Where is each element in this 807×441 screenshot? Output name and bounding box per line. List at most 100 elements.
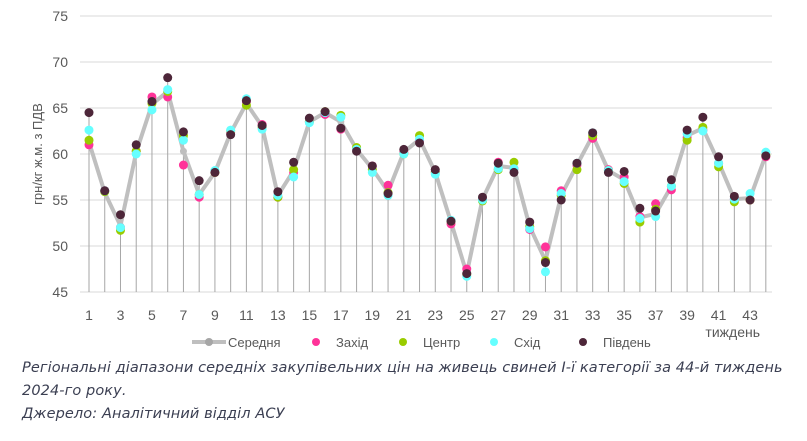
data-point	[619, 177, 629, 187]
legend-item-1: Захід	[312, 335, 368, 350]
caption-source: Джерело: Аналітичний відділ АСУ	[22, 406, 285, 422]
data-point	[147, 105, 157, 115]
data-point	[603, 167, 613, 177]
data-point	[525, 224, 535, 234]
data-point	[178, 135, 188, 145]
data-point	[525, 217, 535, 227]
caption-line-1: Регіональні діапазони середніх закупівел…	[22, 360, 783, 376]
data-point	[509, 167, 519, 177]
x-tick-label: 43	[742, 307, 758, 323]
data-point	[714, 158, 724, 168]
data-point	[666, 175, 676, 185]
data-point	[556, 195, 566, 205]
data-point	[446, 216, 456, 226]
data-point	[115, 210, 125, 220]
data-point	[651, 206, 661, 216]
data-point	[147, 97, 157, 107]
data-point	[745, 189, 755, 199]
x-tick-label: 27	[490, 307, 506, 323]
x-tick-label: 39	[679, 307, 695, 323]
x-tick-label: 21	[396, 307, 412, 323]
data-point	[399, 144, 409, 154]
data-point	[714, 152, 724, 162]
gridlines	[80, 15, 772, 293]
legend-marker-icon	[490, 338, 498, 346]
data-point	[352, 146, 362, 156]
data-point	[84, 108, 94, 118]
data-point	[588, 128, 598, 138]
legend-item-4: Південь	[579, 335, 651, 350]
data-point	[115, 223, 125, 233]
data-point	[415, 138, 425, 148]
x-tick-label: 19	[365, 307, 381, 323]
x-tick-label: 25	[459, 307, 475, 323]
data-point	[540, 267, 550, 277]
data-point	[289, 172, 299, 182]
data-point	[493, 158, 503, 168]
data-point	[540, 242, 550, 252]
y-tick-label: 70	[52, 54, 68, 70]
caption-line-2: 2024-го року.	[22, 383, 127, 399]
average-point	[179, 147, 187, 155]
legend-item-0: Середня	[192, 335, 281, 350]
data-point	[336, 112, 346, 122]
legend-label: Середня	[228, 335, 281, 350]
data-point	[367, 167, 377, 177]
x-tick-label: 17	[333, 307, 349, 323]
data-point	[241, 96, 251, 106]
x-tick-label: 31	[553, 307, 569, 323]
x-tick-label: 23	[427, 307, 443, 323]
series	[84, 73, 771, 281]
data-point	[131, 140, 141, 150]
y-axis-label: грн/кг ж.м. з ПДВ	[30, 103, 45, 205]
series-markers-4	[84, 73, 771, 279]
drop-lines	[88, 77, 767, 292]
legend-label: Центр	[423, 335, 460, 350]
data-point	[478, 192, 487, 202]
x-tick-label: 13	[270, 307, 286, 323]
y-tick-label: 75	[52, 8, 68, 24]
data-point	[226, 130, 236, 140]
data-point	[383, 189, 393, 199]
legend-marker-icon	[205, 338, 213, 346]
legend-item-3: Схід	[490, 335, 541, 350]
data-point	[572, 158, 582, 168]
data-point	[336, 123, 346, 133]
data-point	[540, 258, 550, 268]
legend-marker-icon	[312, 338, 320, 346]
data-point	[682, 125, 692, 135]
x-tick-label: 33	[585, 307, 601, 323]
data-point	[761, 151, 771, 161]
data-point	[666, 181, 676, 191]
data-point	[367, 161, 377, 171]
y-tick-label: 65	[52, 100, 68, 116]
y-tick-label: 60	[52, 146, 68, 162]
y-tick-label: 50	[52, 238, 68, 254]
legend-marker-icon	[579, 338, 587, 346]
legend: Середня Захід Центр Схід Південь	[192, 335, 651, 350]
data-point	[194, 189, 204, 199]
data-point	[100, 186, 110, 196]
data-point	[572, 165, 582, 175]
data-point	[178, 160, 188, 170]
data-point	[304, 113, 314, 123]
x-tick-label: 7	[180, 307, 188, 323]
x-tick-label: 15	[302, 307, 318, 323]
y-tick-labels: 45 50 55 60 65 70 75	[52, 8, 68, 300]
legend-item-2: Центр	[399, 335, 460, 350]
data-point	[257, 120, 267, 130]
data-point	[320, 107, 330, 117]
data-point	[210, 167, 220, 177]
x-tick-labels: 1 3 5 7 9 11 13 15 17 19 21 23 25 27 29 31 33 35 37 39 41 43	[85, 307, 758, 323]
x-tick-label: 3	[117, 307, 125, 323]
legend-label: Захід	[336, 335, 368, 350]
legend-label: Схід	[514, 335, 541, 350]
data-point	[430, 165, 440, 175]
data-point	[289, 165, 299, 175]
data-point	[131, 149, 141, 159]
data-point	[619, 166, 629, 176]
y-tick-label: 55	[52, 192, 68, 208]
data-point	[178, 127, 188, 137]
data-point	[698, 126, 708, 136]
